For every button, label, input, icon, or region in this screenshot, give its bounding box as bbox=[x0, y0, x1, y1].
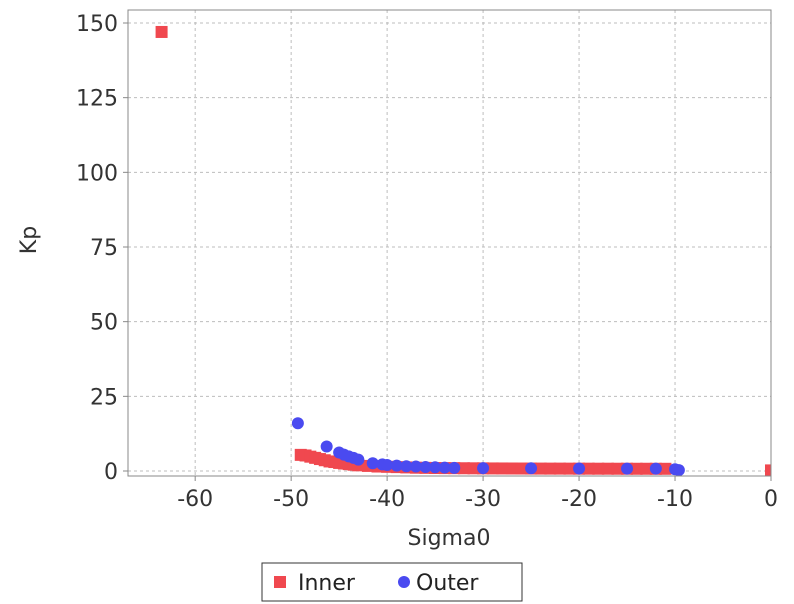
x-tick-label: -50 bbox=[273, 487, 309, 512]
outer-point bbox=[573, 462, 586, 475]
y-tick-label: 50 bbox=[90, 311, 118, 336]
inner-point bbox=[467, 462, 480, 475]
x-tick-label: -60 bbox=[177, 487, 213, 512]
outer-point bbox=[291, 417, 304, 430]
inner-point bbox=[553, 462, 566, 475]
legend-inner-label: Inner bbox=[298, 571, 356, 596]
outer-point bbox=[409, 460, 422, 473]
inner-point bbox=[496, 462, 509, 475]
outer-point bbox=[352, 453, 365, 466]
inner-point bbox=[659, 462, 672, 475]
inner-point bbox=[630, 462, 643, 475]
plot-frame bbox=[127, 9, 772, 477]
legend-box bbox=[261, 562, 523, 602]
inner-point bbox=[515, 462, 528, 475]
outer-point bbox=[438, 461, 451, 474]
outer-point bbox=[621, 462, 634, 475]
data-points bbox=[155, 25, 771, 476]
outer-point bbox=[400, 460, 413, 473]
legend-outer-label: Outer bbox=[416, 571, 479, 596]
y-tick-label: 100 bbox=[76, 161, 118, 186]
inner-point bbox=[563, 462, 576, 475]
y-tick-label: 150 bbox=[76, 12, 118, 37]
inner-point bbox=[582, 462, 595, 475]
x-axis: -60 -50 -40 -30 -20 -10 0 bbox=[177, 476, 778, 512]
outer-point bbox=[419, 460, 432, 473]
inner-point bbox=[601, 462, 614, 475]
plot-background bbox=[128, 10, 771, 476]
inner-point bbox=[155, 25, 168, 38]
x-tick-label: -30 bbox=[465, 487, 501, 512]
inner-point bbox=[611, 462, 624, 475]
legend-inner-marker bbox=[274, 576, 286, 588]
outer-point bbox=[320, 440, 333, 453]
inner-point bbox=[505, 462, 518, 475]
inner-point bbox=[457, 462, 470, 475]
inner-point bbox=[640, 462, 653, 475]
y-tick-label: 25 bbox=[90, 385, 118, 410]
y-tick-label: 0 bbox=[104, 460, 118, 485]
outer-point bbox=[649, 462, 662, 475]
inner-point bbox=[534, 462, 547, 475]
outer-point bbox=[429, 461, 442, 474]
inner-point bbox=[592, 462, 605, 475]
outer-point bbox=[672, 464, 685, 476]
outer-point bbox=[477, 462, 490, 475]
outer-point bbox=[366, 457, 379, 470]
x-tick-label: 0 bbox=[764, 487, 778, 512]
x-tick-label: -40 bbox=[369, 487, 405, 512]
legend: Inner Outer bbox=[261, 562, 523, 602]
outer-point bbox=[381, 459, 394, 472]
y-axis-title: Kp bbox=[17, 226, 42, 254]
inner-point bbox=[765, 464, 771, 476]
x-tick-label: -20 bbox=[561, 487, 597, 512]
inner-point bbox=[486, 462, 499, 475]
outer-point bbox=[448, 461, 461, 474]
y-tick-label: 75 bbox=[90, 236, 118, 261]
y-tick-label: 125 bbox=[76, 87, 118, 112]
y-axis: 0 25 50 75 100 125 150 bbox=[76, 12, 128, 485]
outer-point bbox=[525, 462, 538, 475]
inner-point bbox=[544, 462, 557, 475]
x-tick-label: -10 bbox=[657, 487, 693, 512]
outer-point bbox=[390, 459, 403, 472]
legend-outer-marker bbox=[398, 576, 410, 588]
x-axis-title: Sigma0 bbox=[408, 526, 491, 551]
